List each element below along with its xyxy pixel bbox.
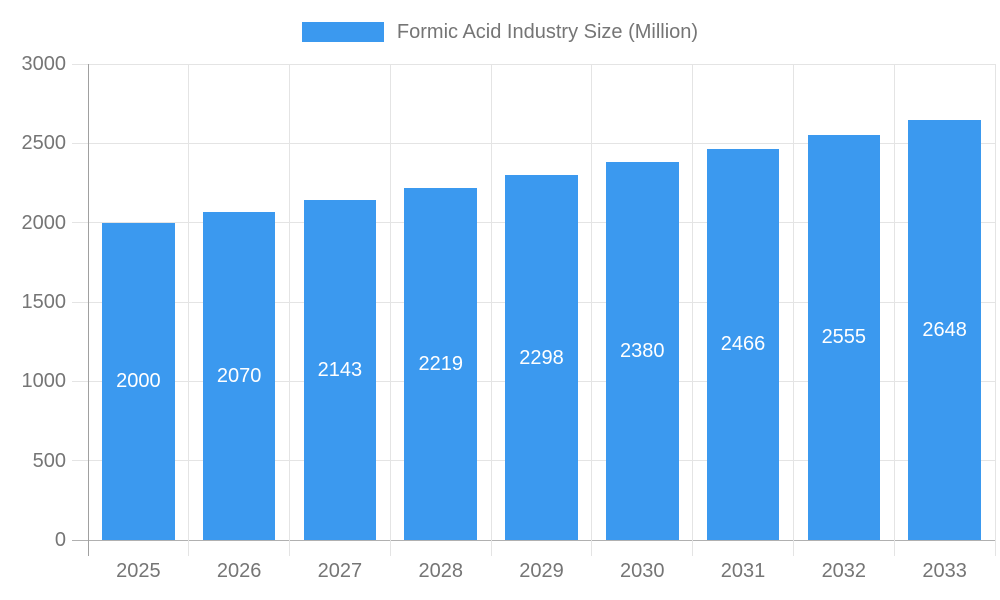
x-axis-tick [994, 540, 996, 556]
bar-value-label: 2298 [519, 346, 564, 369]
gridline-vertical [591, 64, 593, 540]
y-tick-label: 500 [32, 449, 66, 472]
x-axis-tick [893, 540, 895, 556]
plot-area: 0 500 1000 1500 2000 2500 3000 2000 2025 2070 2026… [22, 54, 996, 582]
bar-value-label: 2070 [216, 364, 262, 387]
x-tick-label: 2025 [116, 560, 161, 582]
bar-2029[interactable] [505, 175, 578, 540]
x-axis-tick [591, 540, 593, 556]
x-tick-label: 2033 [922, 560, 967, 582]
bar-value-label: 2000 [116, 370, 161, 393]
bar-value-label: 2143 [317, 358, 363, 381]
bar-value-label: 2219 [418, 352, 463, 375]
x-tick-label: 2026 [216, 560, 262, 582]
gridline-vertical [289, 64, 291, 540]
gridline-vertical [994, 64, 996, 540]
gridline-vertical [692, 64, 694, 540]
y-tick-label: 1000 [21, 370, 67, 393]
bar-2027[interactable] [303, 199, 377, 540]
x-tick-label: 2028 [418, 560, 463, 582]
y-tick-label: 3000 [21, 53, 67, 75]
legend-swatch [301, 22, 384, 42]
bar-2028[interactable] [404, 187, 477, 540]
y-tick-label: 2000 [21, 211, 67, 234]
bar-2033[interactable] [908, 119, 981, 540]
x-axis-tick [490, 540, 492, 556]
gridline-vertical [490, 64, 492, 540]
gridline-vertical [893, 64, 895, 540]
bar-2032[interactable] [807, 134, 881, 540]
gridline [72, 63, 995, 65]
bar-2030[interactable] [605, 162, 679, 540]
x-axis-tick [289, 540, 291, 556]
gridline [72, 142, 995, 144]
y-axis-line [87, 64, 89, 556]
y-tick-label: 2500 [21, 132, 67, 155]
gridline-vertical [389, 64, 391, 540]
y-tick-label: 1500 [21, 291, 67, 313]
x-tick-label: 2032 [821, 560, 867, 582]
x-axis-tick [389, 540, 391, 556]
bar-value-label: 2466 [720, 333, 766, 356]
x-axis-tick [792, 540, 794, 556]
y-tick-label: 0 [54, 529, 66, 551]
gridline-vertical [188, 64, 190, 540]
bar-value-label: 2648 [922, 318, 967, 341]
x-tick-label: 2031 [720, 560, 766, 582]
x-axis-line [72, 539, 995, 541]
x-axis-tick [188, 540, 190, 556]
x-axis-tick [692, 540, 694, 556]
x-tick-label: 2027 [317, 560, 363, 582]
bar-value-label: 2380 [620, 340, 665, 363]
chart-title: Formic Acid Industry Size (Million) [396, 21, 699, 43]
x-tick-label: 2029 [519, 560, 564, 582]
bar-2031[interactable] [706, 148, 780, 540]
bar-value-label: 2555 [821, 326, 867, 349]
bar-2025[interactable] [102, 222, 175, 540]
bar-2026[interactable] [202, 211, 276, 540]
gridline-vertical [792, 64, 794, 540]
x-tick-label: 2030 [620, 560, 665, 582]
chart-legend[interactable]: Formic Acid Industry Size (Million) [0, 21, 1000, 43]
